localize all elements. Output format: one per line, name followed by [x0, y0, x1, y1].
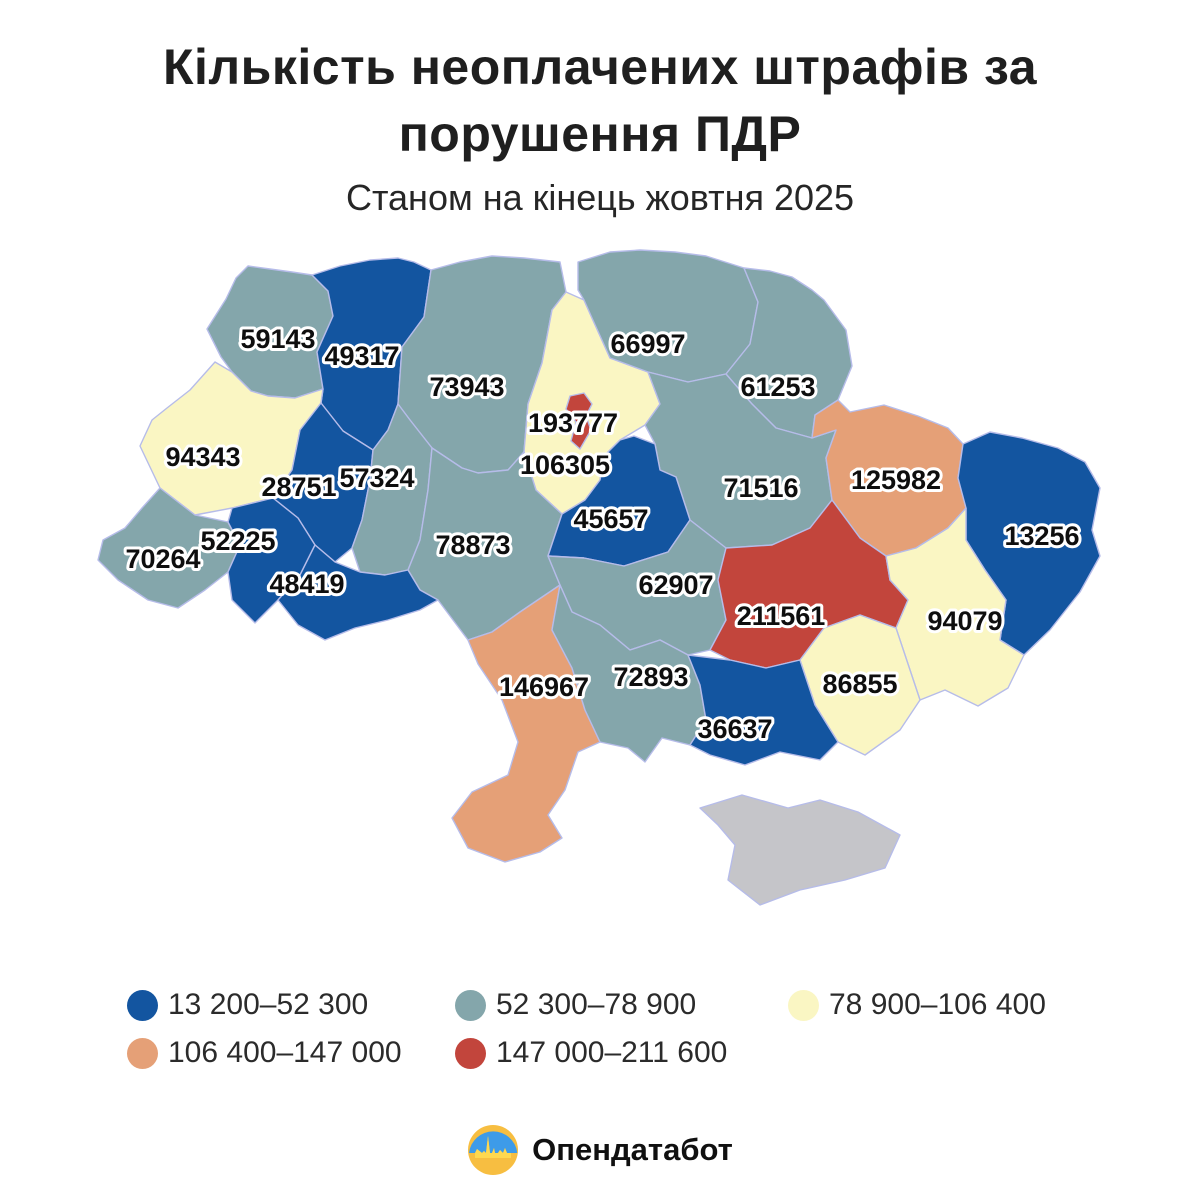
region-label-kyiv-oblast: 106305 [520, 450, 610, 480]
region-label-poltava: 71516 [723, 473, 798, 503]
region-label-zaporizhzhia: 86855 [822, 669, 897, 699]
region-label-cherkasy: 45657 [573, 504, 648, 534]
region-label-ivano-frankivsk: 52225 [200, 526, 275, 556]
region-label-kirovohrad: 62907 [638, 570, 713, 600]
region-donetsk [885, 507, 1025, 707]
region-label-kharkiv: 125982 [851, 465, 941, 495]
region-label-chernihiv: 66997 [610, 329, 685, 359]
region-label-volyn: 59143 [240, 324, 315, 354]
region-chernivtsi [277, 544, 439, 641]
region-label-chernivtsi: 48419 [269, 569, 344, 599]
region-label-kyiv-city: 193777 [528, 408, 618, 438]
page-title-line2: порушення ПДР [398, 106, 802, 162]
brand-name: Опендатабот [532, 1132, 733, 1167]
region-kyiv-city [565, 392, 593, 450]
region-label-mykolaiv: 72893 [613, 662, 688, 692]
region-label-donetsk: 94079 [927, 606, 1002, 636]
region-kherson [687, 654, 839, 766]
title-block: Кількість неоплачених штрафів за порушен… [0, 34, 1200, 219]
region-label-sumy: 61253 [740, 372, 815, 402]
region-label-lviv: 94343 [165, 442, 240, 472]
region-label-kherson: 36637 [697, 714, 772, 744]
footer-brand: Опендатабот [0, 1124, 1200, 1176]
region-ivano-frankivsk [227, 497, 316, 624]
region-label-dnipro: 211561 [737, 601, 826, 631]
region-label-khmelnytskyi: 57324 [339, 463, 414, 493]
region-crimea [699, 794, 901, 906]
region-label-zhytomyr: 73943 [429, 372, 504, 402]
page-subtitle: Станом на кінець жовтня 2025 [345, 177, 855, 218]
region-label-luhansk: 13256 [1004, 521, 1079, 551]
page-title-line1: Кількість неоплачених штрафів за [162, 39, 1038, 95]
region-label-odesa: 146967 [499, 672, 589, 702]
region-label-rivne: 49317 [324, 341, 399, 371]
region-label-ternopil: 28751 [261, 472, 336, 502]
opendatabot-logo-icon [468, 1125, 519, 1175]
region-label-vinnytsia: 78873 [435, 530, 510, 560]
region-label-zakarpattia: 70264 [125, 544, 200, 574]
